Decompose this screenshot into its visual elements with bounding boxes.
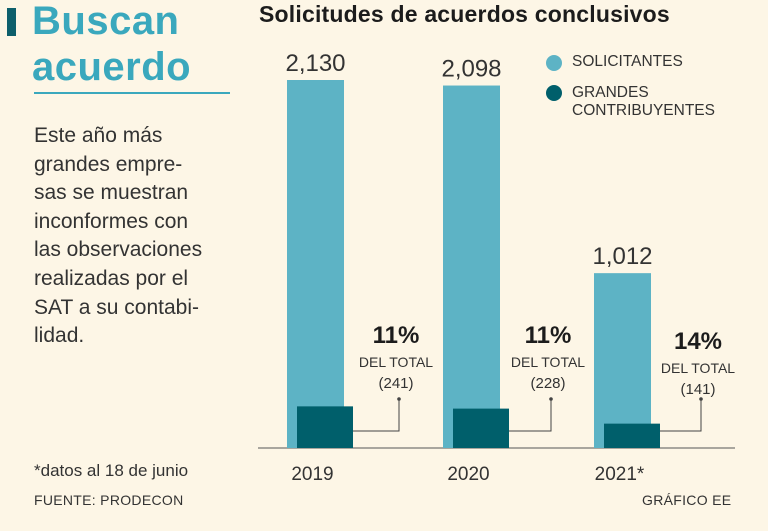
bar-solicitantes-2: [594, 273, 651, 448]
footnote: *datos al 18 de junio: [34, 461, 189, 480]
x-tick-label-0: 2019: [291, 464, 333, 485]
x-tick-label-2: 2021*: [595, 464, 645, 485]
legend-label-solicitantes: SOLICITANTES: [572, 53, 683, 71]
legend-label-grandes-line-2: CONTRIBUYENTES: [572, 102, 715, 119]
bar-grandes-1: [453, 408, 509, 448]
annotation-count-1: (228): [530, 375, 565, 392]
legend-dot-solicitantes: [546, 55, 562, 71]
connector-line-1: [509, 400, 552, 432]
annotation-count-2: (141): [680, 381, 715, 398]
annotation-label-2: DEL TOTAL: [661, 360, 735, 376]
legend-label-solicitantes-line-1: SOLICITANTES: [572, 53, 683, 70]
headline-accent-bar: [7, 8, 16, 36]
headline: Buscan acuerdo: [32, 0, 191, 90]
bar-grandes-2: [604, 423, 660, 448]
headline-line-2: acuerdo: [32, 45, 192, 89]
source-note: FUENTE: PRODECON: [34, 492, 184, 508]
annotation-percent-0: 11%: [373, 322, 420, 349]
annotation-count-0: (241): [378, 375, 413, 392]
legend-label-grandes-contribuyentes: GRANDES CONTRIBUYENTES: [572, 84, 715, 120]
bar-solicitantes-0: [287, 80, 344, 448]
connector-line-2: [660, 400, 702, 432]
bar-grandes-0: [297, 406, 353, 448]
connector-dot-2: [699, 397, 703, 401]
graphic-credit: GRÁFICO EE: [642, 492, 732, 508]
connector-dot-0: [397, 397, 401, 401]
headline-line-1: Buscan: [32, 0, 180, 43]
intro-text: Este año más grandes empre- sas se muest…: [34, 124, 203, 348]
value-label-solicitantes-0: 2,130: [285, 50, 345, 77]
annotation-label-1: DEL TOTAL: [511, 354, 585, 370]
annotation-label-0: DEL TOTAL: [359, 354, 433, 370]
value-label-solicitantes-1: 2,098: [441, 56, 501, 83]
legend-dot-grandes-contribuyentes: [546, 85, 562, 101]
headline-divider: [34, 92, 230, 94]
annotation-percent-2: 14%: [674, 328, 722, 355]
legend-label-grandes-line-1: GRANDES: [572, 84, 649, 101]
connector-dot-1: [549, 397, 553, 401]
value-label-solicitantes-2: 1,012: [592, 243, 652, 270]
x-tick-label-1: 2020: [447, 464, 489, 485]
annotation-percent-1: 11%: [525, 322, 572, 349]
bar-solicitantes-1: [443, 85, 500, 449]
chart-title: Solicitudes de acuerdos conclusivos: [259, 1, 670, 27]
connector-line-0: [353, 400, 400, 432]
